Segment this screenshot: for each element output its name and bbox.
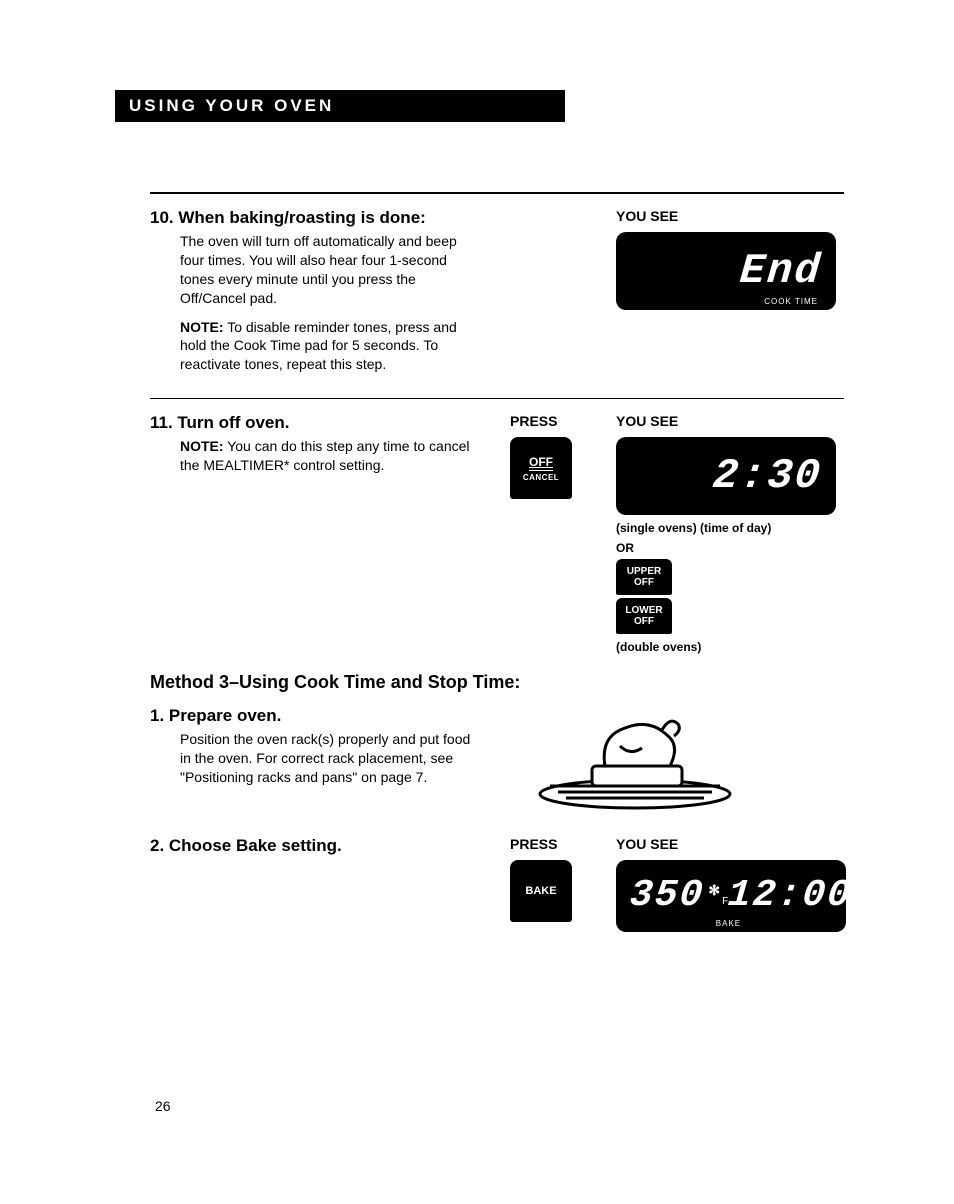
off-cancel-button[interactable]: OFF CANCEL: [510, 437, 572, 499]
display-text: End: [738, 247, 824, 295]
button-sublabel: OFF: [634, 616, 654, 627]
display-sublabel: COOK TIME: [764, 297, 818, 306]
step-10: 10. When baking/roasting is done: The ov…: [150, 208, 844, 384]
button-label: UPPER: [627, 566, 661, 577]
oven-display-time: 2:30: [616, 437, 836, 515]
oven-display-end: End COOK TIME: [616, 232, 836, 310]
step-title: 1. Prepare oven.: [150, 706, 480, 726]
you-see-label: YOU SEE: [616, 208, 844, 224]
caption: (double ovens): [616, 640, 844, 654]
step-title: 10. When baking/roasting is done:: [150, 208, 480, 228]
display-temp: 350: [628, 874, 706, 917]
button-label: OFF: [529, 455, 553, 471]
display-text: 2:30: [711, 452, 824, 500]
divider: [150, 398, 844, 399]
caption: (single ovens) (time of day): [616, 521, 844, 535]
step-title: 11. Turn off oven.: [150, 413, 480, 433]
display-time: 12:00: [726, 874, 854, 917]
step-11: 11. Turn off oven. NOTE: You can do this…: [150, 413, 844, 654]
button-label: BAKE: [525, 885, 556, 897]
step-note: NOTE: To disable reminder tones, press a…: [180, 318, 480, 375]
button-label: LOWER: [625, 605, 662, 616]
press-label: PRESS: [510, 836, 590, 852]
divider: [150, 192, 844, 194]
method-heading: Method 3–Using Cook Time and Stop Time:: [150, 672, 844, 694]
step-title: 2. Choose Bake setting.: [150, 836, 480, 856]
bake-button[interactable]: BAKE: [510, 860, 572, 922]
step-2: 2. Choose Bake setting. PRESS BAKE YOU S…: [150, 836, 844, 932]
page-number: 26: [155, 1098, 171, 1114]
upper-off-button[interactable]: UPPER OFF: [616, 559, 672, 595]
you-see-label: YOU SEE: [616, 413, 844, 429]
button-sublabel: OFF: [634, 577, 654, 588]
button-sublabel: CANCEL: [523, 473, 559, 482]
step-note: NOTE: You can do this step any time to c…: [180, 437, 480, 475]
lower-off-button[interactable]: LOWER OFF: [616, 598, 672, 634]
or-label: OR: [616, 541, 844, 555]
degree-icon: ✻: [708, 882, 720, 899]
step-body-text: The oven will turn off automatically and…: [180, 232, 480, 308]
press-label: PRESS: [510, 413, 590, 429]
oven-display-bake: 350 ✻ F 12:00 BAKE: [616, 860, 846, 932]
roast-on-rack-icon: [530, 706, 740, 816]
section-header: USING YOUR OVEN: [115, 90, 565, 122]
display-sublabel: BAKE: [716, 919, 741, 928]
step-1: 1. Prepare oven. Position the oven rack(…: [150, 706, 844, 816]
step-body-text: Position the oven rack(s) properly and p…: [180, 730, 480, 787]
you-see-label: YOU SEE: [616, 836, 846, 852]
